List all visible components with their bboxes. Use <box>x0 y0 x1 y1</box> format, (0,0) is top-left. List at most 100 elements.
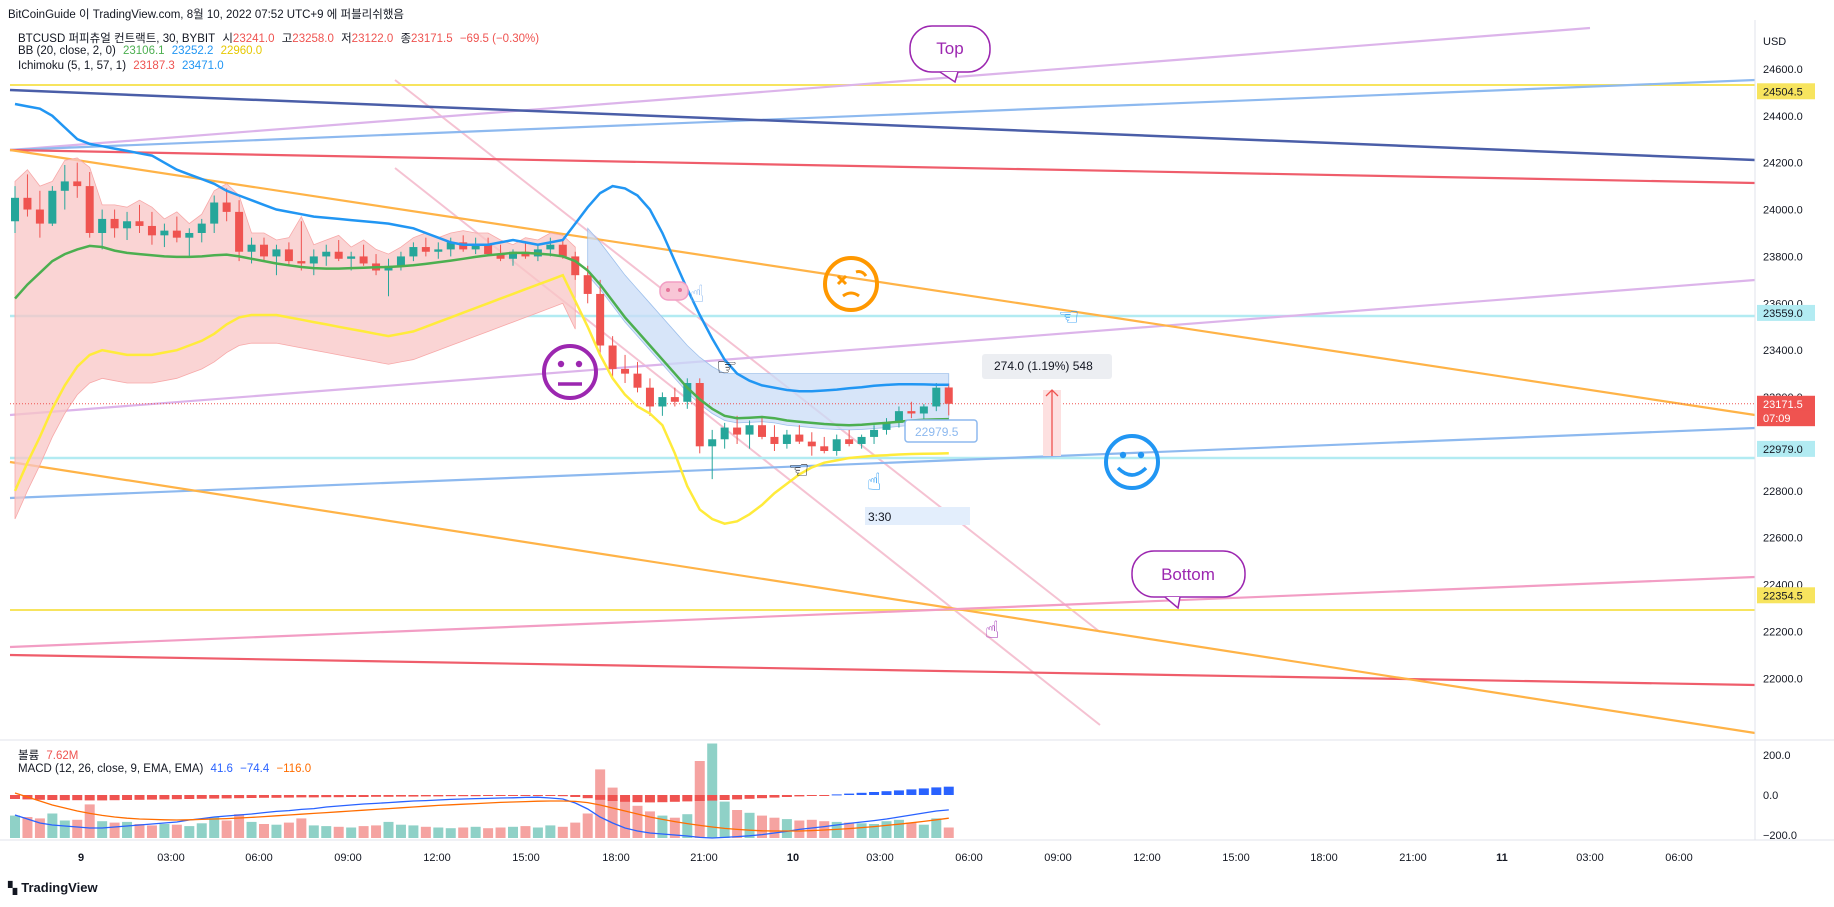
pig-icon[interactable] <box>659 281 689 301</box>
volume-bar <box>221 820 232 838</box>
volume-bar <box>732 810 743 838</box>
volume-bar <box>59 820 70 838</box>
bottom-callout[interactable]: Bottom <box>1131 550 1246 610</box>
smiley-face-icon[interactable] <box>1104 434 1160 490</box>
pink-trendline[interactable] <box>9 575 1756 649</box>
candle-body <box>919 406 928 414</box>
macd-histogram-bar <box>395 795 406 797</box>
tradingview-branding[interactable]: ▚ TradingView <box>8 880 98 895</box>
macd-histogram-bar <box>744 795 755 799</box>
blue-trendline-bottom[interactable] <box>9 426 1756 500</box>
price-label-text: 24504.5 <box>1763 86 1803 98</box>
price-label-layer[interactable]: 24504.5 23559.0 23171.5 07:09 22979.0 22354.5 <box>1757 83 1815 604</box>
macd-histogram-bar <box>483 795 494 796</box>
blue-trendline-top[interactable] <box>9 78 1756 152</box>
macd-histogram-bar <box>943 786 954 795</box>
price-note-box[interactable]: 22979.5 <box>904 419 978 443</box>
candle-body <box>857 436 866 444</box>
volume-bar <box>856 823 867 838</box>
pointing-hand-icon-5[interactable]: ☜ <box>1058 303 1080 331</box>
volume-bar <box>333 826 344 838</box>
date-range-measure[interactable]: 3:30 <box>865 507 970 525</box>
macd-histogram-bar <box>408 795 419 797</box>
price-tick-label: 24000.0 <box>1763 205 1803 217</box>
time-tick-label: 06:00 <box>1665 852 1693 864</box>
candle-body <box>907 411 916 414</box>
candle-body <box>733 427 742 435</box>
candle-body <box>185 232 194 238</box>
neutral-face-icon[interactable] <box>542 344 598 400</box>
macd-histogram-bar <box>844 793 855 795</box>
macd-signal-line <box>14 792 949 832</box>
time-tick-label: 03:00 <box>866 852 894 864</box>
purple-trendline-top[interactable] <box>9 26 1591 152</box>
purple-trendline-mid[interactable] <box>9 278 1756 417</box>
volume-bar <box>321 826 332 838</box>
time-axis[interactable]: 9 03:00 06:00 09:00 12:00 15:00 18:00 21:00 10 03… <box>78 852 1693 864</box>
volume-bar <box>420 826 431 838</box>
dizzy-face-icon[interactable] <box>823 256 879 312</box>
macd-histogram-bar <box>607 795 618 801</box>
volume-bar <box>97 821 108 838</box>
bb-name: BB (20, close, 2, 0) <box>18 45 116 57</box>
macd-histogram-bar <box>346 795 357 797</box>
macd-signal-value: −116.0 <box>276 763 312 775</box>
pointing-hand-icon-4[interactable]: ☝ <box>867 468 882 496</box>
price-axis[interactable]: USD 24600.0 24400.0 24200.0 24000.0 23800.0 2… <box>1754 20 1803 840</box>
red-trendline-bottom[interactable] <box>9 653 1756 687</box>
pink-channel-line-upper[interactable] <box>394 79 1101 633</box>
macd-histogram-bar <box>171 795 182 800</box>
candle-body <box>558 244 567 257</box>
top-callout[interactable]: Top <box>909 25 991 84</box>
candle-body <box>421 247 430 252</box>
red-trendline-top[interactable] <box>9 148 1756 185</box>
price-label-badge <box>1757 304 1815 321</box>
measure-label: 274.0 (1.19%) 548 <box>994 359 1093 373</box>
volume-bar <box>595 769 606 838</box>
macd-histogram-bar <box>570 795 581 797</box>
macd-tick-label: −200.0 <box>1763 830 1797 842</box>
candle-body <box>658 397 667 407</box>
macd-histogram-bar <box>283 795 294 798</box>
volume-legend[interactable]: 볼륨 7.62M <box>18 747 82 763</box>
orange-trendline-top[interactable] <box>9 148 1756 417</box>
time-tick-label: 12:00 <box>423 852 451 864</box>
orange-trendline-bottom[interactable] <box>9 460 1756 735</box>
price-label-badge <box>1757 83 1815 100</box>
candle-body <box>894 411 903 423</box>
volume-bar <box>72 819 83 838</box>
ohlc-close: 23171.5 <box>411 33 453 45</box>
bb-legend[interactable]: BB (20, close, 2, 0) 23106.1 23252.2 229… <box>18 45 266 57</box>
time-tick-label: 15:00 <box>1222 852 1250 864</box>
macd-legend[interactable]: MACD (12, 26, close, 9, EMA, EMA) 41.6 −… <box>18 763 315 775</box>
candle-body <box>670 397 679 402</box>
macd-histogram-bar <box>383 795 394 797</box>
pointing-hand-icon-6[interactable]: ☝ <box>985 616 1000 644</box>
candle-body <box>683 383 692 402</box>
navy-trendline[interactable] <box>9 88 1756 162</box>
time-tick-label: 06:00 <box>245 852 273 864</box>
ichimoku-legend[interactable]: Ichimoku (5, 1, 57, 1) 23187.3 23471.0 <box>18 60 228 72</box>
candle-body <box>147 225 156 236</box>
annotation-layer[interactable]: Top Bottom 274.0 (1.19%) 548 3:30 <box>542 25 1246 644</box>
volume-value: 7.62M <box>46 750 79 762</box>
pointing-hand-icon-2[interactable]: ☞ <box>716 353 738 381</box>
time-tick-label: 03:00 <box>1576 852 1604 864</box>
price-range-measure[interactable]: 274.0 (1.19%) 548 <box>982 354 1112 456</box>
macd-histogram-bar <box>644 795 655 803</box>
macd-histogram-bar <box>719 795 730 800</box>
candle-body <box>944 387 953 404</box>
candle-body <box>745 425 754 435</box>
volume-bar <box>433 827 444 838</box>
pointing-hand-icon-1[interactable]: ☝ <box>690 280 705 308</box>
symbol-legend[interactable]: BTCUSD 퍼피츄얼 컨트랙트, 30, BYBIT 시23241.0 고23… <box>18 30 543 46</box>
candle-body <box>446 242 455 250</box>
candle-body <box>235 211 244 252</box>
candle-body <box>832 439 841 451</box>
price-label-badge <box>1757 395 1815 412</box>
pointing-hand-icon-3[interactable]: ☜ <box>788 456 810 484</box>
macd-histogram-bar <box>557 795 568 797</box>
macd-histogram-bar <box>97 795 108 801</box>
